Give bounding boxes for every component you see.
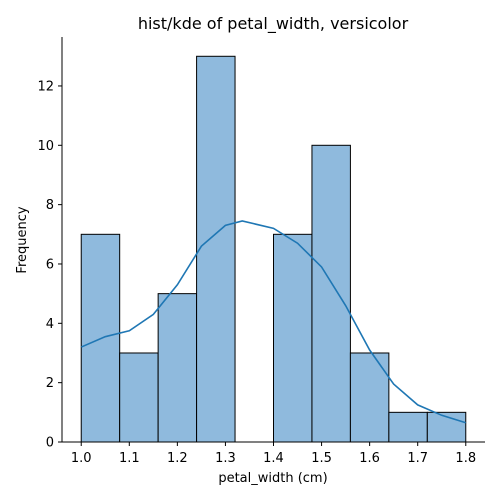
x-tick-label: 1.3 <box>215 451 236 466</box>
y-tick-label: 4 <box>46 317 54 332</box>
histogram-bar-5 <box>273 233 313 443</box>
y-tick-label: 2 <box>46 376 54 391</box>
histogram-bar-7 <box>349 352 390 443</box>
x-tick-label: 1.0 <box>71 451 92 466</box>
y-tick-label: 0 <box>46 436 54 451</box>
histogram-bar-3 <box>196 55 236 443</box>
y-tick-label: 8 <box>46 198 54 213</box>
x-tick-label: 1.5 <box>311 451 332 466</box>
kde-curve <box>80 220 467 424</box>
x-tick-label: 1.1 <box>119 451 140 466</box>
x-tick-label: 1.2 <box>167 451 188 466</box>
y-axis-ticks: 0 2 4 6 8 10 12 <box>37 79 62 451</box>
x-tick-label: 1.4 <box>263 451 284 466</box>
histogram-bar-2 <box>157 293 198 443</box>
x-tick-label: 1.8 <box>455 451 476 466</box>
y-tick-label: 12 <box>37 79 54 94</box>
x-tick-label: 1.7 <box>407 451 428 466</box>
histogram-bar-1 <box>119 352 159 443</box>
x-axis-ticks: 1.0 1.1 1.2 1.3 1.4 1.5 1.6 1.7 1.8 <box>71 442 476 466</box>
x-axis-label: petal_width (cm) <box>218 471 327 486</box>
histogram-bar-8 <box>388 411 428 443</box>
histogram-bars <box>80 55 467 443</box>
y-tick-label: 10 <box>37 139 54 154</box>
chart-title: hist/kde of petal_width, versicolor <box>138 14 409 34</box>
x-tick-label: 1.6 <box>359 451 380 466</box>
y-axis-label: Frequency <box>15 206 30 273</box>
histogram-bar-6 <box>311 144 351 443</box>
y-tick-label: 6 <box>46 257 54 272</box>
